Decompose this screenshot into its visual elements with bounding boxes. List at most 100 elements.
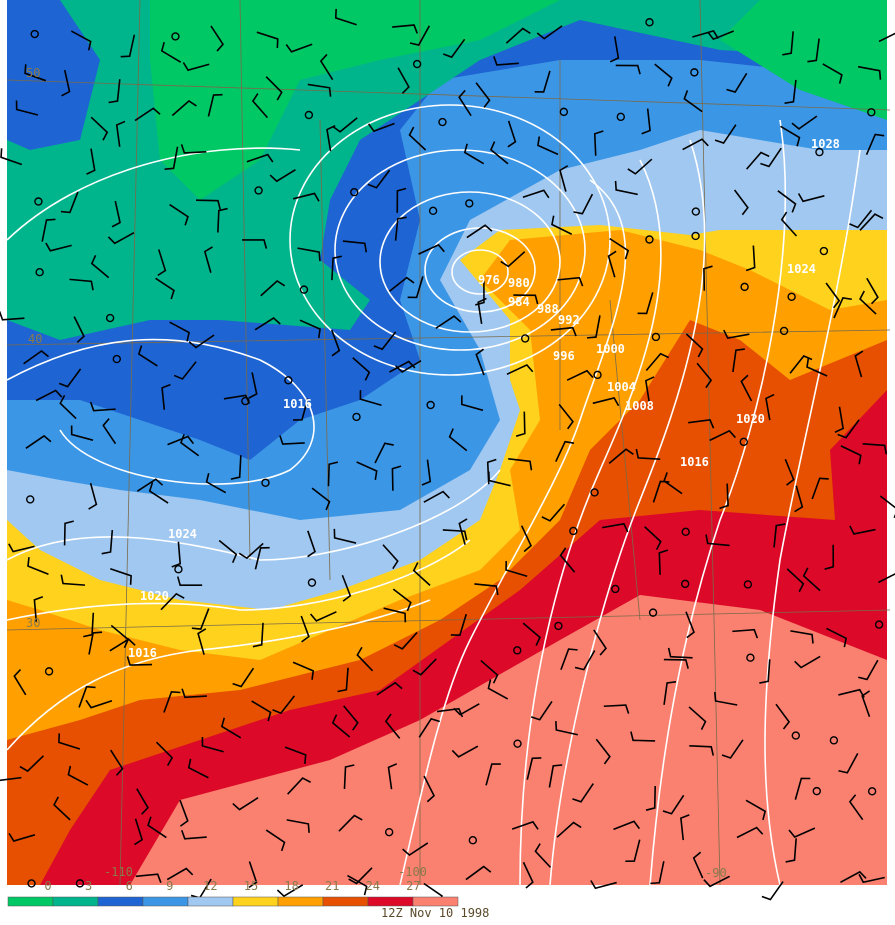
wind-barb: [534, 70, 551, 93]
wind-barb: [374, 442, 394, 464]
wind-barb: [788, 827, 816, 838]
wind-barb: [709, 429, 736, 442]
isobar: [289, 104, 611, 376]
wind-barb: [333, 528, 357, 544]
isobar-label: 1020: [736, 412, 765, 426]
calm-station: [426, 400, 435, 410]
colorbar-swatch: [232, 896, 279, 907]
calm-station: [30, 29, 39, 39]
wind-barb: [786, 568, 805, 593]
wind-barb: [115, 120, 126, 147]
calm-station: [304, 110, 314, 120]
wind-barb: [85, 699, 113, 709]
latitude-label: 40: [28, 332, 42, 346]
wind-barb: [392, 588, 412, 612]
calm-station: [428, 206, 438, 216]
calm-station: [559, 107, 569, 117]
wind-barb: [23, 349, 49, 365]
wind-barb: [352, 357, 371, 381]
wind-barb: [392, 24, 418, 34]
wind-barb: [241, 239, 268, 249]
wind-barb: [461, 395, 484, 412]
wind-barb: [707, 30, 735, 41]
wind-barb: [384, 713, 401, 739]
wind-barb: [367, 169, 391, 189]
wind-barb: [107, 231, 135, 245]
wind-barb: [412, 658, 437, 676]
calm-station: [791, 731, 801, 740]
wind-barb: [387, 763, 398, 790]
calm-station: [44, 667, 54, 676]
calm-station: [554, 621, 563, 631]
wind-barb: [126, 656, 153, 666]
band-0: [720, 0, 887, 120]
wind-barb: [560, 648, 578, 671]
wind-barb: [837, 419, 860, 439]
calm-station: [787, 292, 796, 301]
wind-barb: [307, 83, 332, 97]
wind-barb: [248, 372, 258, 399]
wind-barb: [334, 8, 357, 26]
wind-barb: [555, 720, 578, 736]
wind-barb: [644, 376, 655, 403]
colorbar-label: 15: [244, 879, 258, 893]
isobar: [6, 338, 315, 485]
wind-barb: [840, 445, 862, 465]
wind-barb: [330, 329, 341, 357]
wind-barb: [784, 458, 795, 486]
colorbar-label: 12: [203, 879, 217, 893]
wind-barb: [625, 839, 641, 863]
wind-barb: [485, 763, 501, 786]
wind-barb: [163, 690, 181, 713]
wind-barb: [238, 542, 264, 560]
wind-barb: [488, 471, 511, 487]
wind-barb: [232, 667, 255, 688]
wind-barb: [826, 627, 848, 648]
wind-barb: [680, 814, 690, 841]
isobar-label: 988: [537, 302, 559, 316]
calm-station: [307, 578, 317, 587]
calm-station: [241, 396, 250, 406]
wind-barb: [111, 200, 121, 228]
calm-station: [590, 488, 599, 497]
calm-station: [513, 646, 522, 655]
wind-barb: [785, 838, 797, 863]
wind-barb: [157, 249, 167, 277]
wind-barb: [572, 783, 594, 803]
wind-barb: [251, 93, 269, 119]
wind-barb: [109, 638, 136, 652]
wind-barb: [423, 775, 435, 803]
wind-barb: [732, 628, 759, 639]
isobar: [379, 191, 561, 333]
calm-station: [26, 495, 35, 504]
wind-barb: [300, 615, 310, 643]
wind-barb: [356, 646, 374, 672]
isobar-label: 1016: [680, 455, 709, 469]
wind-barb: [161, 383, 171, 410]
wind-barb: [614, 180, 638, 196]
wind-barb: [307, 530, 316, 558]
calm-station: [350, 187, 359, 197]
wind-barb: [630, 731, 656, 742]
borders: [6, 0, 891, 886]
wind-barb: [421, 459, 432, 486]
wind-barb: [858, 873, 885, 884]
isobar: [649, 119, 787, 886]
wind-barb: [635, 448, 661, 460]
calm-station: [112, 354, 121, 364]
wind-barb: [861, 690, 871, 718]
wind-barb: [500, 251, 526, 268]
wind-barb: [326, 125, 336, 152]
wind-barb: [88, 631, 103, 655]
wind-barb: [169, 321, 190, 342]
longitude-label: -100: [398, 865, 427, 879]
wind-barb: [203, 246, 213, 273]
wind-barb: [442, 38, 466, 59]
wind-barb: [745, 245, 756, 272]
wind-barb: [703, 265, 713, 291]
wind-barb: [35, 389, 63, 402]
wind-barb: [824, 544, 835, 570]
wind-barb: [134, 107, 161, 122]
calm-station: [874, 620, 884, 629]
calm-station: [34, 197, 43, 206]
